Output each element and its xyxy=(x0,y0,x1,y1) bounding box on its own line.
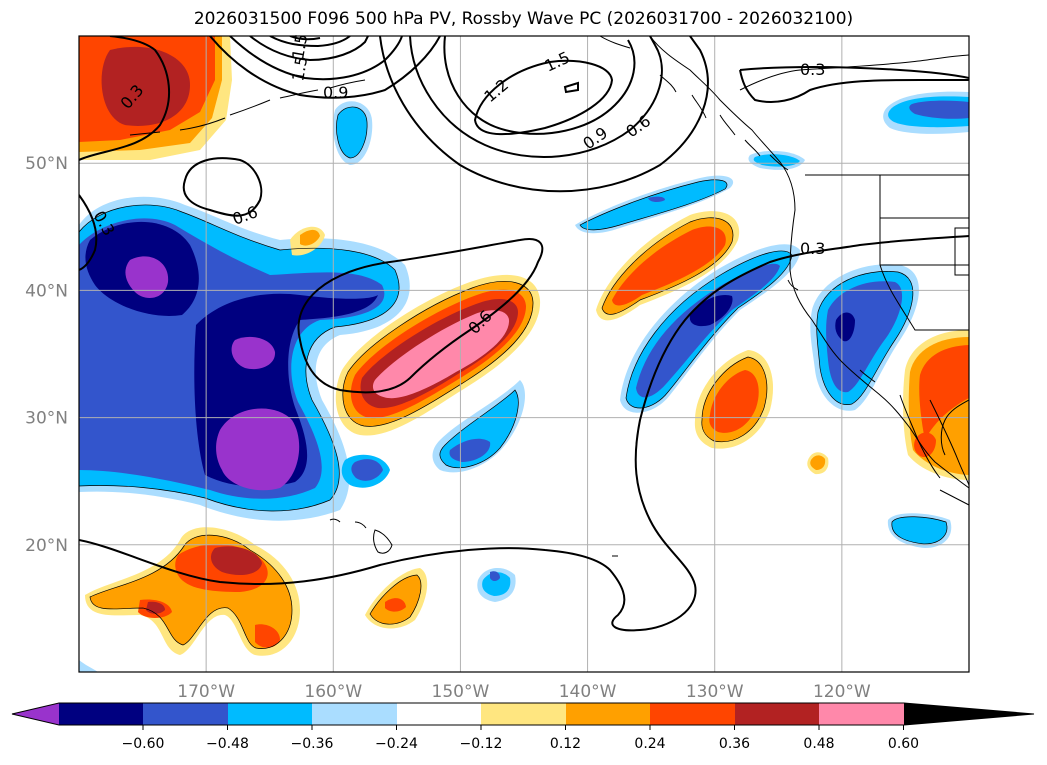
colorbar-tick-label: −0.36 xyxy=(291,736,334,752)
colorbar-segment xyxy=(143,703,229,725)
colorbar-tick-label: 0.48 xyxy=(803,736,834,752)
colorbar-segment xyxy=(481,703,567,725)
plot-frame xyxy=(78,35,970,673)
latitude-tick-label: 50°N xyxy=(25,154,68,174)
latitude-tick-label: 40°N xyxy=(25,281,68,301)
colorbar-segment xyxy=(312,703,398,725)
longitude-tick-label: 150°W xyxy=(432,682,490,702)
colorbar-extend-low xyxy=(12,703,60,725)
colorbar-tick-label: 0.12 xyxy=(550,736,581,752)
map-title: 2026031500 F096 500 hPa PV, Rossby Wave … xyxy=(193,9,854,29)
contour-label: 0.9 xyxy=(323,83,348,102)
colorbar-tick-label: −0.12 xyxy=(460,736,503,752)
longitude-labels: 170°W 160°W 150°W 140°W 130°W 120°W xyxy=(177,682,871,702)
gridlines xyxy=(79,36,969,672)
latitude-labels: 50°N 40°N 30°N 20°N xyxy=(25,154,68,556)
anomaly-outlines xyxy=(79,106,948,649)
latitude-tick-label: 20°N xyxy=(25,536,68,556)
longitude-tick-label: 140°W xyxy=(559,682,617,702)
contour-label: 1.5 xyxy=(288,32,311,60)
colorbar-segment xyxy=(650,703,736,725)
colorbar-segment xyxy=(59,703,144,725)
contour-label: 0.3 xyxy=(800,60,825,79)
colorbar-tick-label: −0.60 xyxy=(122,736,165,752)
colorbar-segment xyxy=(397,703,482,725)
colorbar-tick-label: 0.24 xyxy=(634,736,665,752)
coastlines xyxy=(129,36,969,557)
colorbar-extend-high xyxy=(904,703,1034,725)
longitude-tick-label: 170°W xyxy=(177,682,235,702)
contour-label: 1.5 xyxy=(288,54,311,82)
colorbar-tick-label: −0.24 xyxy=(375,736,418,752)
colorbar-segment xyxy=(819,703,905,725)
colorbar-tick-label: 0.36 xyxy=(719,736,750,752)
colorbar-segment xyxy=(566,703,651,725)
colorbar-tick-label: −0.48 xyxy=(206,736,249,752)
pv-shading xyxy=(79,36,969,672)
longitude-tick-label: 120°W xyxy=(813,682,871,702)
latitude-tick-label: 30°N xyxy=(25,409,68,429)
colorbar: −0.60 −0.48 −0.36 −0.24 −0.12 0.12 0.24 0.36 0.4… xyxy=(11,702,1035,752)
colorbar-segment xyxy=(228,703,313,725)
colorbar-tick-label: 0.60 xyxy=(888,736,919,752)
contours xyxy=(79,36,969,632)
contour-label: 0.3 xyxy=(800,239,825,258)
colorbar-segment xyxy=(735,703,820,725)
longitude-tick-label: 130°W xyxy=(686,682,744,702)
longitude-tick-label: 160°W xyxy=(304,682,362,702)
